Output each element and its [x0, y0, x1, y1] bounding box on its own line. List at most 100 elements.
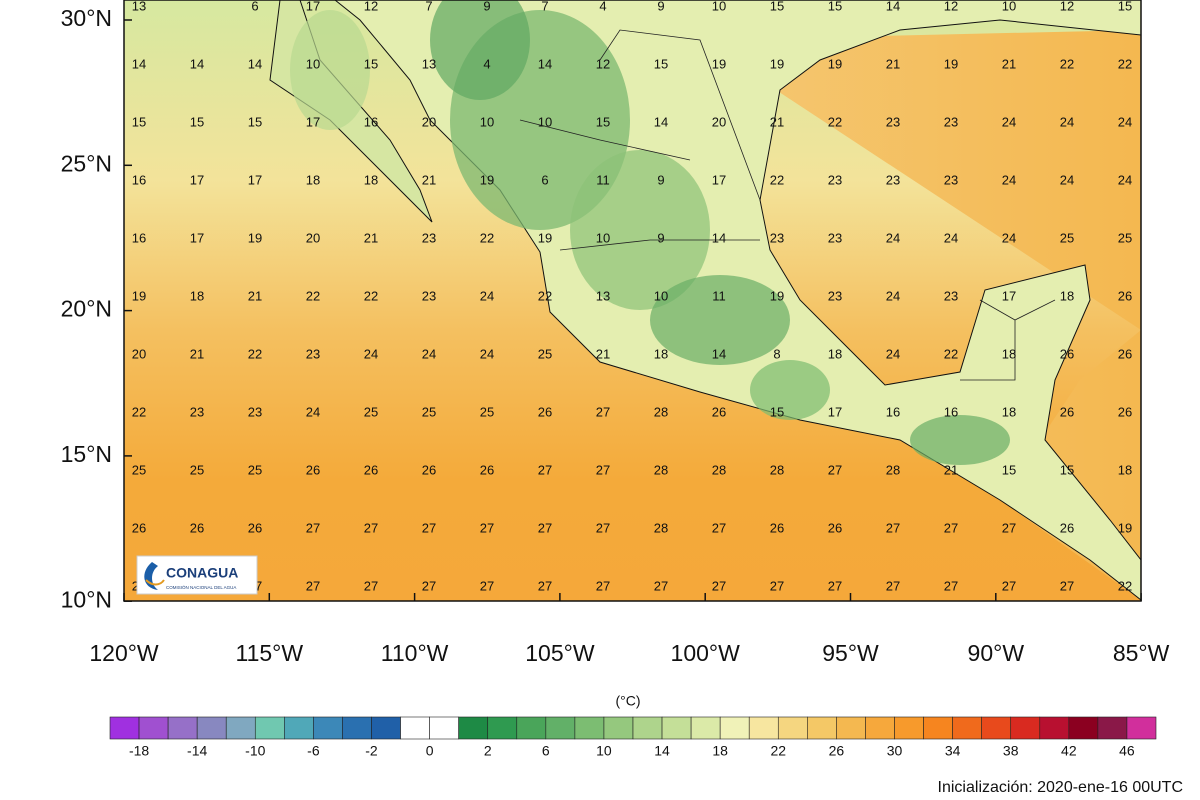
colorbar-box [807, 716, 837, 740]
grid-value: 28 [886, 462, 900, 477]
grid-value: 24 [1118, 114, 1132, 129]
grid-value: 26 [712, 404, 726, 419]
grid-value: 19 [828, 56, 842, 71]
grid-value: 24 [1002, 114, 1016, 129]
grid-value: 27 [538, 462, 552, 477]
grid-value: 17 [712, 172, 726, 187]
grid-value: 21 [422, 172, 436, 187]
grid-value: 15 [1002, 462, 1016, 477]
grid-value: 24 [886, 230, 900, 245]
grid-value: 27 [596, 462, 610, 477]
grid-value: 22 [1118, 56, 1132, 71]
colorbar-box [371, 716, 401, 740]
grid-value: 21 [770, 114, 784, 129]
colorbar-box [1010, 716, 1041, 740]
grid-value: 19 [538, 230, 552, 245]
colorbar-label: 2 [484, 743, 492, 759]
grid-value: 27 [538, 578, 552, 593]
colorbar-box [690, 716, 721, 740]
grid-value: 27 [712, 578, 726, 593]
colorbar-label: 10 [596, 743, 612, 759]
grid-value: 6 [251, 0, 258, 13]
grid-value: 16 [132, 172, 146, 187]
grid-value: 10 [712, 0, 726, 13]
grid-value: 15 [1060, 462, 1074, 477]
lat-label: 15°N [61, 441, 112, 467]
grid-value: 14 [712, 346, 726, 361]
grid-value: 18 [364, 172, 378, 187]
grid-value: 9 [657, 172, 664, 187]
colorbar-box [836, 716, 866, 740]
grid-value: 10 [538, 114, 552, 129]
colorbar-box [748, 716, 779, 740]
grid-value: 15 [770, 0, 784, 13]
grid-value: 27 [538, 520, 552, 535]
grid-value: 17 [1002, 288, 1016, 303]
colorbar-box [225, 716, 256, 740]
grid-value: 26 [1118, 346, 1132, 361]
grid-value: 18 [1002, 404, 1016, 419]
grid-value: 7 [425, 0, 432, 13]
grid-value: 27 [1002, 578, 1016, 593]
grid-value: 22 [248, 346, 262, 361]
grid-value: 23 [886, 172, 900, 187]
grid-value: 10 [1002, 0, 1016, 13]
grid-value: 19 [480, 172, 494, 187]
grid-value: 10 [654, 288, 668, 303]
grid-value: 10 [596, 230, 610, 245]
colorbar-box [1126, 716, 1157, 740]
colorbar-box [342, 716, 372, 740]
colorbar-box [1039, 716, 1070, 740]
grid-value: 26 [132, 520, 146, 535]
grid-value: 19 [770, 56, 784, 71]
grid-value: 25 [1118, 230, 1132, 245]
grid-value: 27 [596, 404, 610, 419]
colorbar-box [1097, 716, 1128, 740]
grid-value: 27 [422, 578, 436, 593]
grid-value: 15 [190, 114, 204, 129]
grid-value: 24 [306, 404, 320, 419]
grid-value: 19 [248, 230, 262, 245]
grid-value: 18 [306, 172, 320, 187]
grid-value: 10 [480, 114, 494, 129]
colorbar-box [254, 716, 285, 740]
grid-value: 23 [190, 404, 204, 419]
grid-value: 20 [712, 114, 726, 129]
colorbar-box [661, 716, 692, 740]
grid-value: 14 [190, 56, 204, 71]
grid-value: 15 [248, 114, 262, 129]
colorbar-label: 38 [1003, 743, 1019, 759]
grid-value: 17 [248, 172, 262, 187]
grid-value: 19 [770, 288, 784, 303]
grid-value: 18 [828, 346, 842, 361]
grid-value: 15 [654, 56, 668, 71]
grid-value: 23 [306, 346, 320, 361]
grid-value: 21 [190, 346, 204, 361]
grid-value: 21 [886, 56, 900, 71]
grid-value: 10 [306, 56, 320, 71]
grid-value: 27 [596, 520, 610, 535]
grid-value: 24 [886, 346, 900, 361]
grid-value: 23 [944, 172, 958, 187]
grid-value: 26 [770, 520, 784, 535]
grid-value: 23 [944, 114, 958, 129]
grid-value: 20 [306, 230, 320, 245]
grid-value: 15 [1118, 0, 1132, 13]
colorbar-box [603, 716, 634, 740]
grid-value: 23 [944, 288, 958, 303]
grid-value: 27 [770, 578, 784, 593]
grid-value: 26 [422, 462, 436, 477]
grid-value: 24 [480, 288, 494, 303]
grid-value: 20 [422, 114, 436, 129]
colorbar-label: 26 [829, 743, 845, 759]
lat-label: 30°N [61, 5, 112, 31]
grid-value: 27 [364, 578, 378, 593]
grid-value: 25 [132, 462, 146, 477]
lon-label: 105°W [525, 640, 595, 666]
grid-value: 16 [944, 404, 958, 419]
colorbar-box [632, 716, 663, 740]
grid-value: 17 [306, 114, 320, 129]
grid-value: 15 [364, 56, 378, 71]
grid-value: 13 [596, 288, 610, 303]
